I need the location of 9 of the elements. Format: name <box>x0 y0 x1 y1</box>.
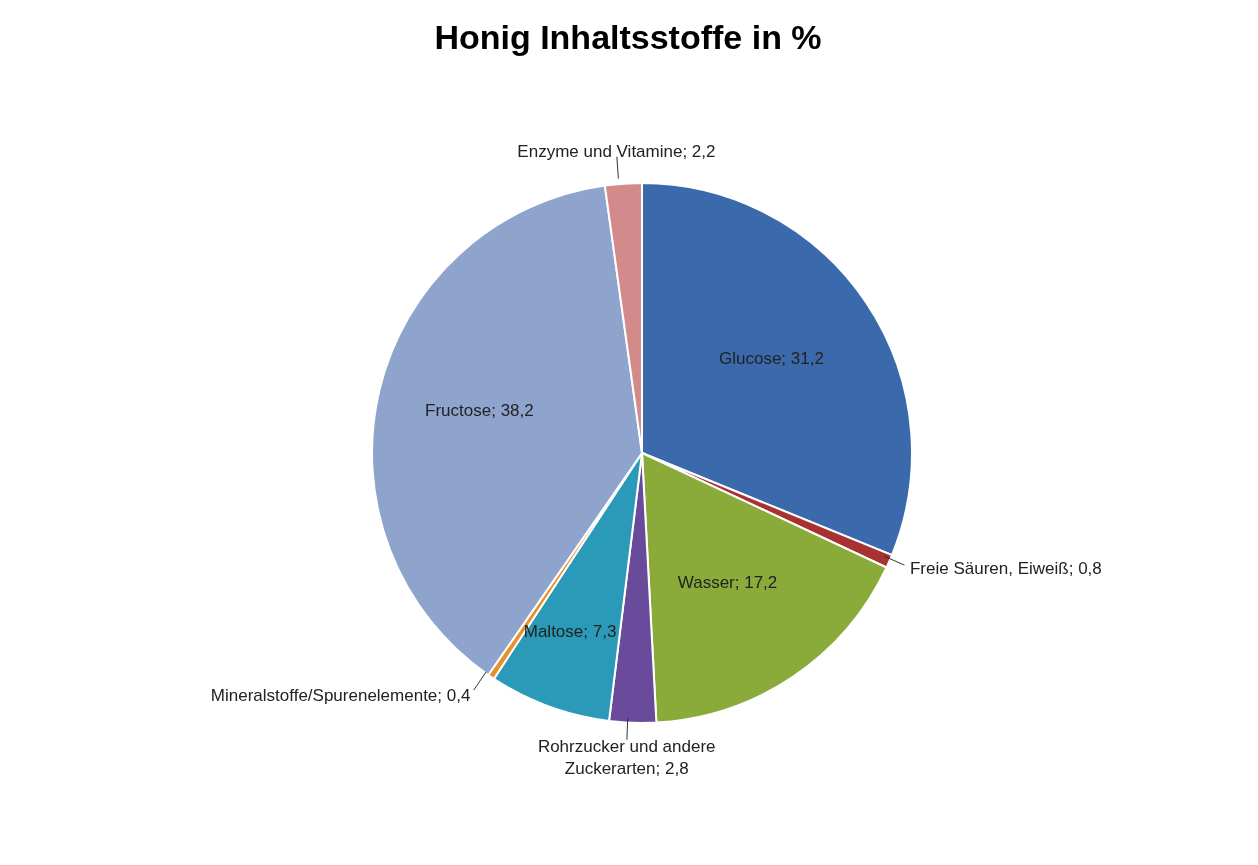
chart-title: Honig Inhaltsstoffe in % <box>433 17 823 58</box>
slice-label: Rohrzucker und andere Zuckerarten; 2,8 <box>537 736 716 778</box>
slice-label: Mineralstoffe/Spurenelemente; 0,4 <box>210 685 471 705</box>
slice-label: Freie Säuren, Eiweiß; 0,8 <box>909 558 1102 578</box>
slice-label: Wasser; 17,2 <box>677 572 778 592</box>
slice-label: Glucose; 31,2 <box>719 348 824 368</box>
slice-label: Maltose; 7,3 <box>523 621 617 641</box>
slice-label: Enzyme und Vitamine; 2,2 <box>517 141 716 161</box>
slice-label: Fructose; 38,2 <box>425 400 534 420</box>
